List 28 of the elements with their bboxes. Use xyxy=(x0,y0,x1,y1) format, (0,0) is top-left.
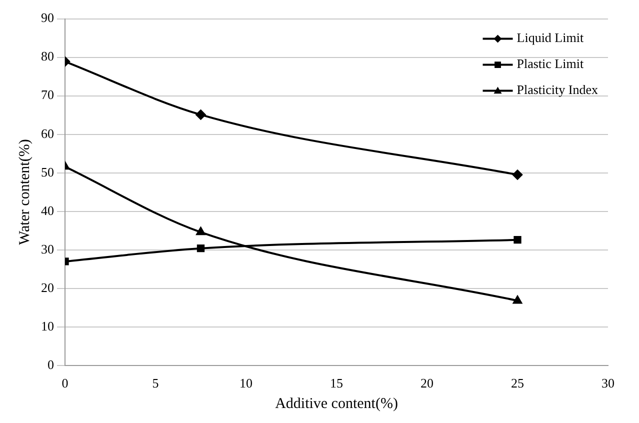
legend-label: Plasticity Index xyxy=(516,82,598,98)
x-tick-label: 0 xyxy=(62,376,68,391)
y-tick-label: 70 xyxy=(41,87,54,102)
x-tick-label: 10 xyxy=(240,376,252,391)
x-tick-label: 15 xyxy=(330,376,343,391)
y-tick-label: 60 xyxy=(41,126,54,141)
point xyxy=(196,244,205,252)
point xyxy=(514,236,522,244)
legend-label: Liquid Limit xyxy=(516,30,584,46)
y-tick-label: 20 xyxy=(41,280,54,295)
x-tick-label: 30 xyxy=(602,376,614,391)
point xyxy=(196,110,206,120)
y-tick-label: 90 xyxy=(41,10,54,26)
y-tick-label: 80 xyxy=(41,48,54,64)
y-tick-label: 40 xyxy=(41,202,54,218)
legend-label: Plastic Limit xyxy=(516,56,584,72)
point xyxy=(512,170,522,180)
y-tick-label: 30 xyxy=(41,241,54,256)
y-tick-label: 0 xyxy=(48,356,54,372)
x-tick-label: 25 xyxy=(511,376,524,391)
x-tick-label: 5 xyxy=(152,376,159,391)
y-tick-label: 10 xyxy=(41,318,54,334)
x-tick-label: 20 xyxy=(420,376,434,391)
point xyxy=(513,296,522,304)
point xyxy=(196,227,206,236)
y-axis-title: Water content(%) xyxy=(16,139,33,246)
x-axis-title: Additive content(%) xyxy=(275,396,398,412)
y-tick-label: 50 xyxy=(41,164,54,180)
